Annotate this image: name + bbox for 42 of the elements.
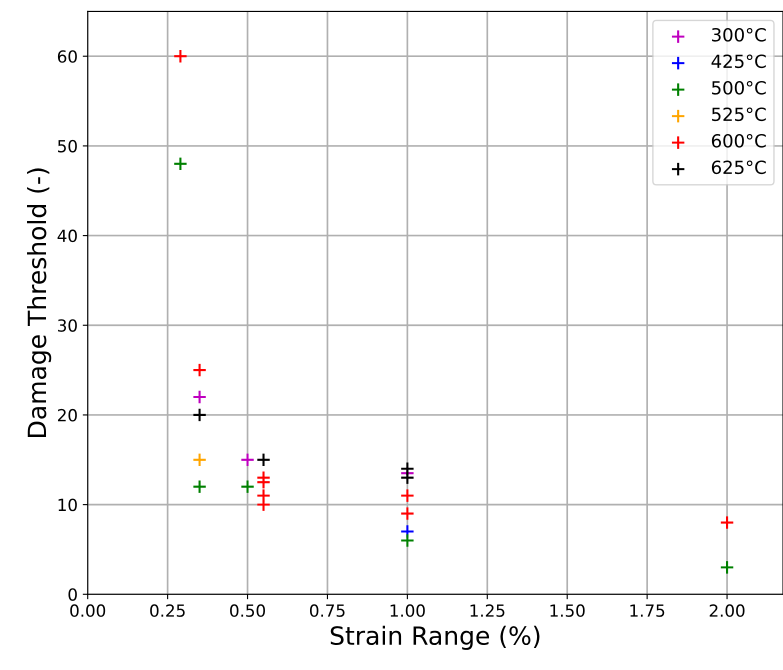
y-tick-label: 60 bbox=[58, 50, 77, 63]
legend-label: 500°C bbox=[712, 80, 766, 95]
point bbox=[192, 362, 207, 378]
point bbox=[720, 560, 734, 575]
point bbox=[192, 390, 207, 404]
x-axis-title: Strain Range (%) bbox=[330, 626, 540, 650]
x-tick-label: 1.50 bbox=[550, 604, 585, 617]
point bbox=[173, 156, 188, 172]
legend-label: 600°C bbox=[712, 134, 766, 148]
x-tick-label: 0.25 bbox=[150, 604, 185, 617]
legend-label: 300°C bbox=[712, 28, 766, 42]
point bbox=[400, 533, 415, 548]
y-tick-label: 10 bbox=[58, 498, 77, 512]
legend-label: 625°C bbox=[712, 160, 766, 174]
y-tick-label: 20 bbox=[58, 408, 77, 422]
y-axis-title: Damage Threshold (-) bbox=[27, 168, 52, 437]
point bbox=[173, 48, 188, 64]
point bbox=[720, 515, 734, 530]
x-tick-label: 0.50 bbox=[230, 604, 265, 617]
y-tick-label: 30 bbox=[58, 319, 77, 332]
point bbox=[256, 497, 271, 512]
point bbox=[240, 452, 255, 468]
point bbox=[256, 474, 271, 490]
x-tick-label: 1.00 bbox=[390, 604, 425, 617]
x-tick-label: 1.25 bbox=[470, 604, 504, 617]
point bbox=[192, 479, 207, 494]
x-tick-label: 1.75 bbox=[630, 604, 664, 617]
point bbox=[256, 452, 271, 468]
x-tick-label: 2.00 bbox=[710, 604, 745, 617]
point bbox=[192, 452, 207, 468]
y-tick-label: 0 bbox=[68, 588, 77, 601]
legend-label: 525°C bbox=[712, 107, 766, 122]
x-tick-label: 0.75 bbox=[310, 604, 345, 617]
y-tick-label: 40 bbox=[58, 230, 77, 242]
y-tick-label: 50 bbox=[58, 140, 77, 152]
point bbox=[400, 470, 415, 485]
point bbox=[240, 479, 255, 494]
point bbox=[400, 488, 415, 503]
point bbox=[400, 506, 415, 521]
x-tick-label: 0.00 bbox=[70, 604, 106, 617]
point bbox=[192, 408, 207, 422]
legend-label: 425°C bbox=[712, 54, 766, 68]
